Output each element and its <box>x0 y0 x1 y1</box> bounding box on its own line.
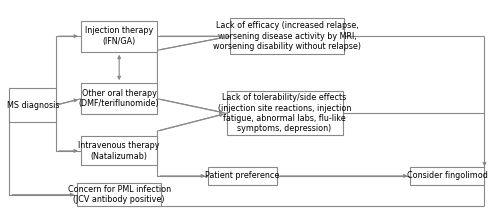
FancyBboxPatch shape <box>10 88 56 122</box>
Text: Other oral therapy
(DMF/teriflunomide): Other oral therapy (DMF/teriflunomide) <box>79 89 160 108</box>
FancyBboxPatch shape <box>208 167 277 185</box>
Text: Consider fingolimod: Consider fingolimod <box>407 171 488 180</box>
FancyBboxPatch shape <box>81 21 158 52</box>
FancyBboxPatch shape <box>81 136 158 165</box>
Text: Patient preference: Patient preference <box>206 171 280 180</box>
FancyBboxPatch shape <box>230 18 344 54</box>
Text: MS diagnosis: MS diagnosis <box>6 101 59 109</box>
FancyBboxPatch shape <box>77 183 161 206</box>
FancyBboxPatch shape <box>226 91 342 135</box>
Text: Intravenous therapy
(Natalizumab): Intravenous therapy (Natalizumab) <box>78 141 160 161</box>
Text: Injection therapy
(IFN/GA): Injection therapy (IFN/GA) <box>85 26 154 46</box>
FancyBboxPatch shape <box>81 83 158 114</box>
Text: Concern for PML infection
(JCV antibody positive): Concern for PML infection (JCV antibody … <box>68 185 170 204</box>
FancyBboxPatch shape <box>410 167 484 185</box>
Text: Lack of efficacy (increased relapse,
worsening disease activity by MRI,
worsenin: Lack of efficacy (increased relapse, wor… <box>213 21 361 51</box>
Text: Lack of tolerability/side effects
(injection site reactions, injection
fatigue, : Lack of tolerability/side effects (injec… <box>218 93 351 133</box>
